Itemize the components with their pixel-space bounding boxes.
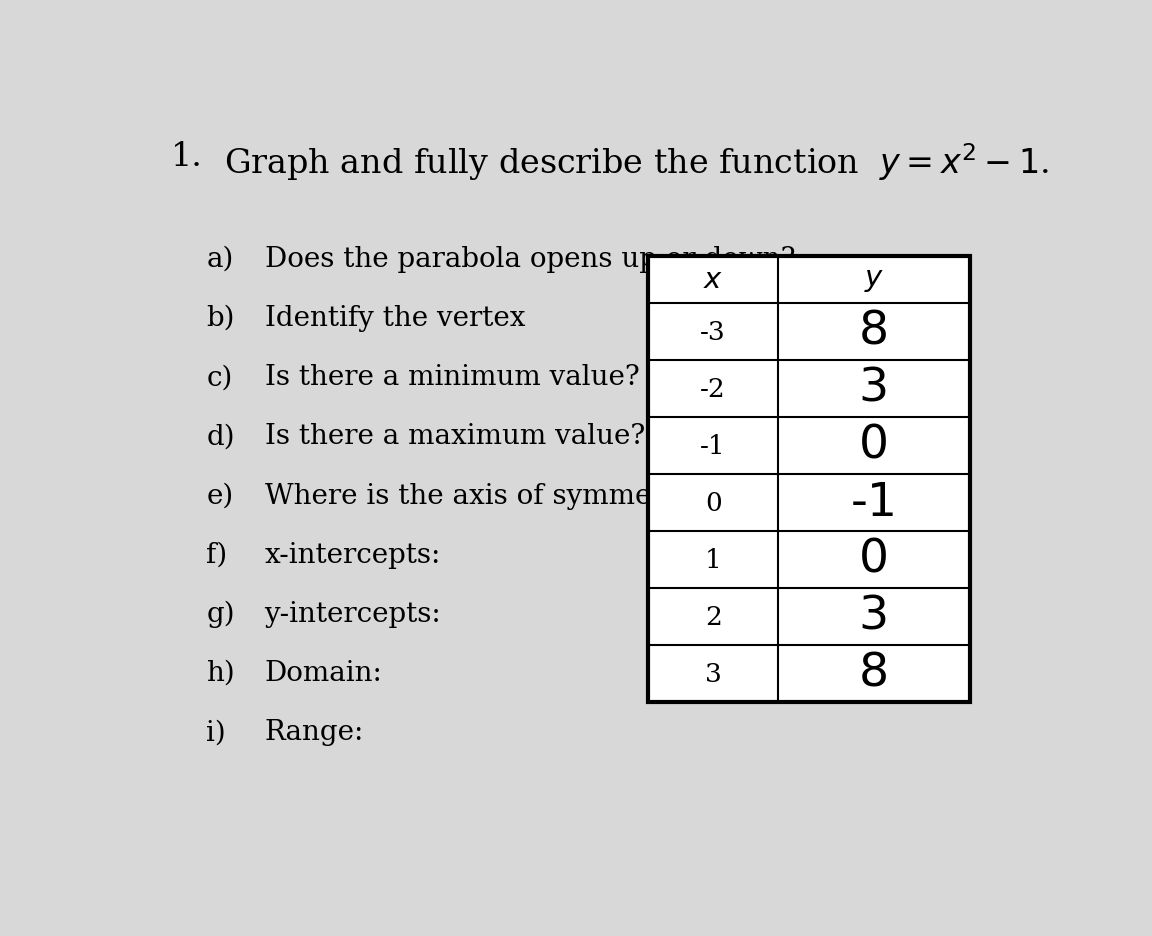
Text: -1: -1 [850,480,897,525]
Text: c): c) [206,364,233,391]
Text: 1: 1 [705,547,721,572]
Text: i): i) [206,719,226,745]
Text: $x$: $x$ [703,266,723,294]
Text: 1.: 1. [170,141,203,173]
Bar [649,256,970,702]
Text: Range:: Range: [265,719,364,745]
Text: -2: -2 [700,376,726,402]
Text: Is there a maximum value?: Is there a maximum value? [265,423,645,450]
Text: -1: -1 [700,433,726,458]
Text: 2: 2 [705,604,721,629]
Text: 3: 3 [858,366,889,411]
Text: -3: -3 [700,319,726,344]
Text: y-intercepts:: y-intercepts: [265,600,441,627]
Text: a): a) [206,245,234,272]
Text: e): e) [206,482,234,509]
Text: 8: 8 [858,309,889,354]
Text: f): f) [206,541,228,568]
Text: g): g) [206,600,235,627]
Text: 3: 3 [705,661,721,686]
Text: 3: 3 [858,594,889,639]
Text: $y$: $y$ [864,266,884,294]
Text: Graph and fully describe the function  $y = x^2 - 1$.: Graph and fully describe the function $y… [225,141,1049,183]
Text: Does the parabola opens up or down?: Does the parabola opens up or down? [265,245,795,272]
Text: 0: 0 [705,490,721,515]
Text: Domain:: Domain: [265,659,382,686]
Text: Where is the axis of symmetry?: Where is the axis of symmetry? [265,482,706,509]
Text: Is there a minimum value?: Is there a minimum value? [265,364,639,391]
Text: d): d) [206,423,235,450]
Text: Identify the vertex: Identify the vertex [265,305,525,331]
Text: b): b) [206,305,235,331]
Text: h): h) [206,659,235,686]
Text: 0: 0 [859,423,889,468]
Text: x-intercepts:: x-intercepts: [265,541,441,568]
Text: 0: 0 [859,537,889,582]
Text: 8: 8 [858,651,889,695]
